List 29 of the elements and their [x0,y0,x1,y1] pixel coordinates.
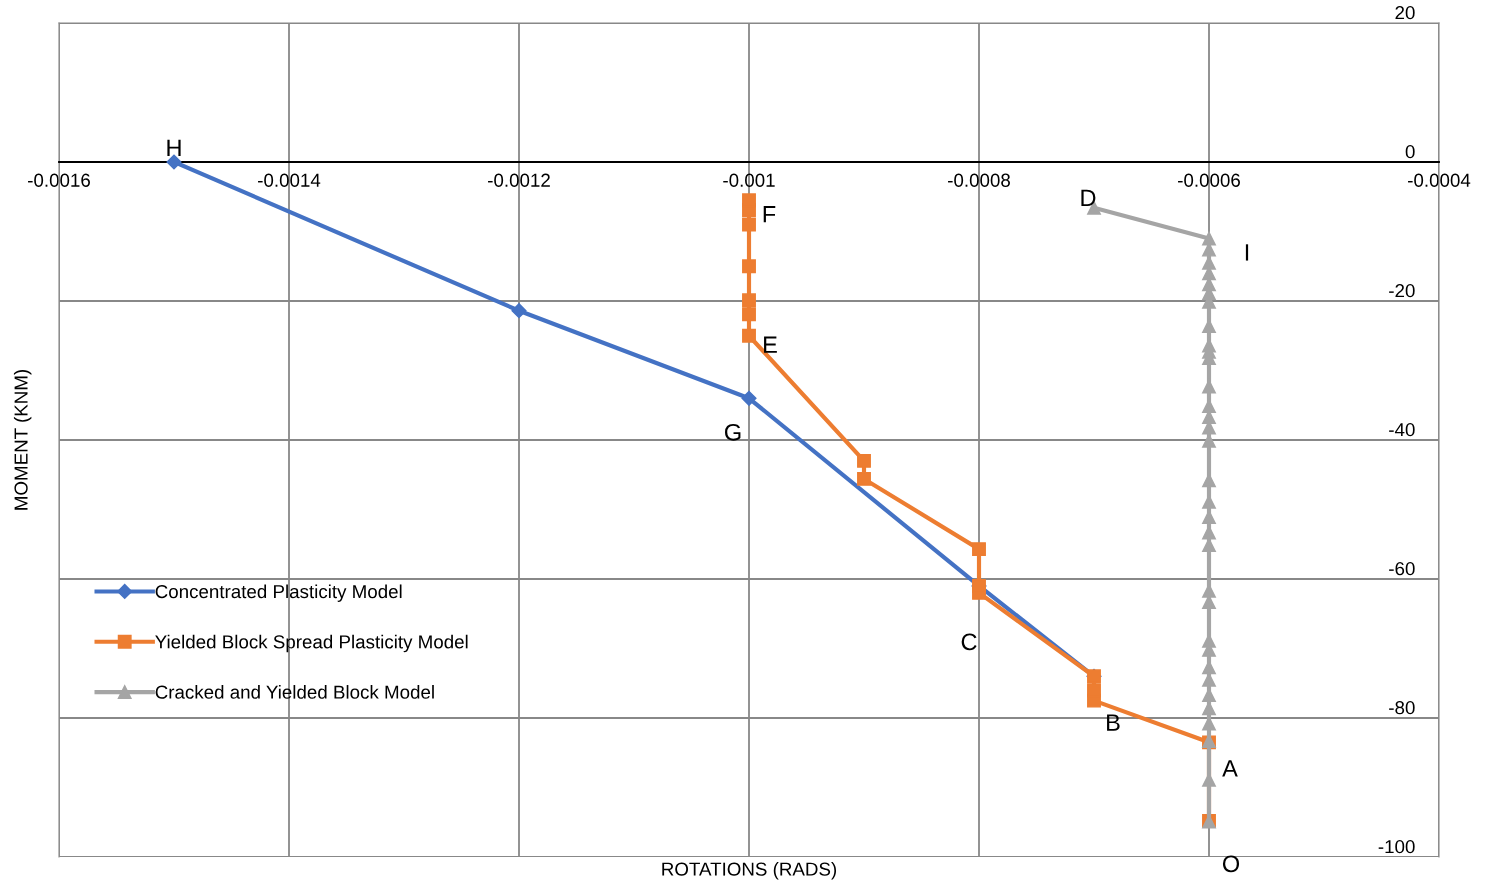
y-tick-label: -40 [1389,423,1415,437]
y-axis-title: MOMENT (KNM) [13,369,32,510]
annotation: C [961,633,977,651]
x-tick-label: -0.0012 [488,173,550,187]
annotation: B [1107,714,1120,731]
legend-label: Yielded Block Spread Plasticity Model [155,634,468,653]
x-axis-title: ROTATIONS (RADS) [662,862,837,880]
annotation: F [763,206,776,223]
annotation: D [1081,189,1096,206]
legend-label: Concentrated Plasticity Model [155,584,402,602]
legend-label: Cracked and Yielded Block Model [155,685,434,699]
annotation: I [1245,244,1249,261]
annotation: A [1222,760,1238,777]
x-tick-label: -0.001 [723,173,775,187]
x-tick-label: -0.0008 [948,173,1010,187]
annotation: E [764,336,777,353]
x-tick-label: -0.0004 [1408,173,1471,187]
y-tick-label: -20 [1389,284,1415,298]
x-tick-label: -0.0014 [258,173,321,187]
x-tick-label: -0.0016 [28,173,90,187]
x-tick-label: -0.0006 [1178,173,1240,187]
annotation: O [1222,855,1240,873]
annotation: G [725,423,741,441]
annotation: H [167,139,181,157]
y-tick-label: -80 [1389,701,1415,715]
y-tick-label: -60 [1389,562,1415,576]
y-tick-label: -100 [1378,840,1415,854]
y-tick-label: 0 [1405,145,1415,159]
y-tick-label: 20 [1395,6,1415,20]
